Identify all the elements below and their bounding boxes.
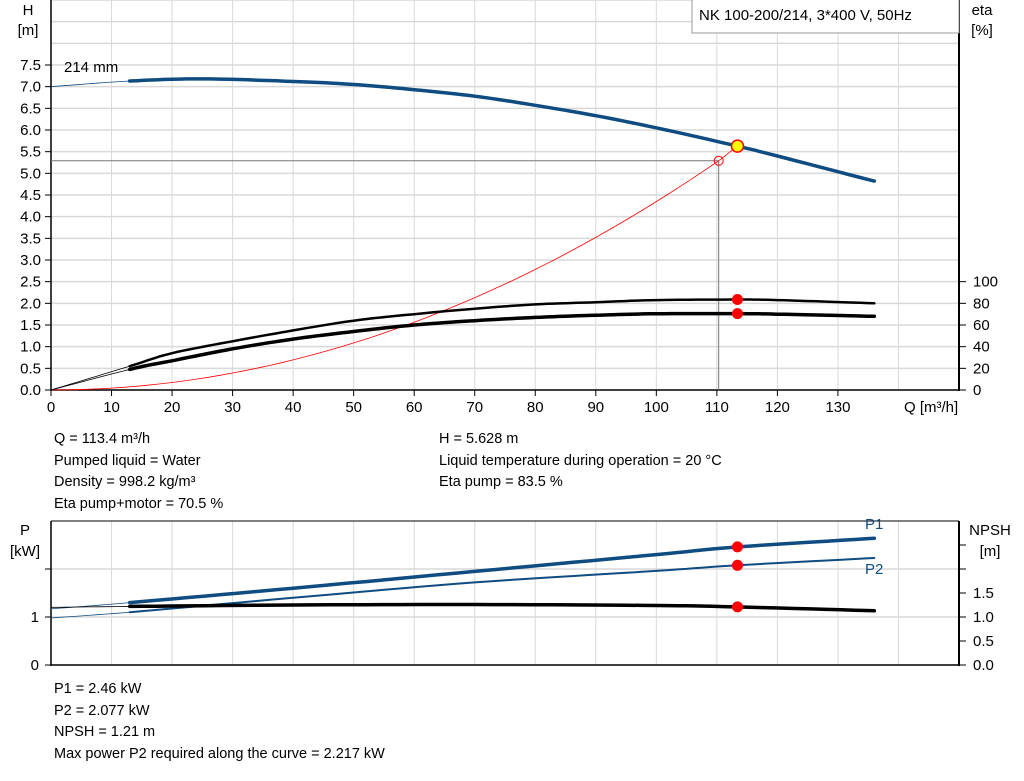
y-tick-label: 7.0 [20,79,41,96]
eta_pump_motor-curve-extrapolated [50,369,130,391]
y-right-tick-label: 0.0 [973,657,994,674]
x-tick-label: 30 [224,399,241,416]
x-tick-label: 10 [103,399,120,416]
info-p2: P2 = 2.077 kW [54,702,150,719]
info-head: H = 5.628 m [439,431,519,447]
y-axis-label: P [20,522,30,539]
x-tick-label: 100 [644,399,669,416]
H-curve [127,77,877,183]
duty-point-marker [730,139,745,153]
duty-info-right: H = 5.628 m Liquid temperature during op… [439,429,722,494]
y-tick-label: 6.0 [20,122,41,139]
y-right-tick-label: 100 [973,274,998,291]
y-tick-label: 1 [31,609,39,626]
y-axis-label: H [23,2,34,19]
y-tick-label: 2.0 [20,295,41,312]
y-axis-unit: [m] [18,22,39,39]
npsh-curve [127,602,877,613]
p1-curve-extrapolated [50,602,130,610]
y-tick-label: 3.0 [20,252,41,269]
eta_pump-curve [128,298,876,368]
y-right-axis-label: eta [972,2,994,19]
y-tick-label: 1.0 [20,339,41,356]
x-tick-label: 80 [527,399,544,416]
x-tick-label: 0 [47,399,55,416]
info-max-p2: Max power P2 required along the curve = … [54,745,385,762]
x-tick-label: 120 [765,399,790,416]
info-temperature: Liquid temperature during operation = 20… [439,452,722,469]
p2-series-label: P2 [865,561,883,578]
eta_pump-curve-extrapolated [50,365,130,391]
x-tick-label: 130 [825,399,850,416]
x-tick-label: 110 [705,399,729,416]
p1-curve [127,536,877,605]
p2-curve [128,557,876,614]
info-density: Density = 998.2 kg/m³ [54,474,196,490]
x-tick-label: 50 [345,399,362,416]
info-p1: P1 = 2.46 kW [54,681,142,697]
p2-duty-marker [731,559,743,571]
p1-duty-marker [731,541,743,553]
y-tick-label: 7.5 [20,57,41,74]
p2-curve-extrapolated [50,611,130,619]
y-right-tick-label: 80 [973,295,990,312]
x-tick-label: 90 [587,399,604,416]
requested-point-marker [713,155,724,166]
system-curve [50,160,719,391]
x-tick-label: 40 [285,399,302,416]
y-tick-label: 0 [31,657,39,674]
y-tick-label: 5.0 [20,165,41,182]
y-tick-label: 4.5 [20,187,41,204]
eta_pump_motor-curve [127,311,877,372]
y-tick-label: 3.5 [20,230,41,247]
info-liquid: Pumped liquid = Water [54,452,201,469]
info-eta-pump-motor: Eta pump+motor = 70.5 % [54,495,224,512]
y-tick-label: 6.5 [20,100,41,117]
x-tick-label: 60 [406,399,423,416]
eta-pump-marker [731,294,743,306]
y-tick-label: 5.5 [20,144,41,161]
y-tick-label: 2.5 [20,274,41,291]
y-axis-unit: [kW] [10,543,40,560]
info-eta-pump: Eta pump = 83.5 % [439,474,563,490]
y-tick-label: 1.5 [20,317,41,334]
y-right-tick-label: 1.5 [973,585,994,602]
y-right-tick-label: 60 [973,317,990,334]
y-right-axis-label: NPSH [969,522,1011,539]
power-info: P1 = 2.46 kW P2 = 2.077 kW NPSH = 1.21 m… [54,679,385,765]
y-tick-label: 4.0 [20,209,41,226]
title-box [691,0,960,34]
y-tick-label: 0.0 [20,382,41,399]
p1-series-label: P1 [865,516,883,533]
y-right-axis-unit: [m] [980,543,1001,560]
curve-label: 214 mm [64,59,118,76]
eta-pump-motor-marker [731,308,743,320]
y-right-tick-label: 1.0 [973,609,994,626]
npsh-duty-marker [731,601,743,613]
duty-info-left: Q = 113.4 m³/h Pumped liquid = Water Den… [54,429,223,515]
info-flow: Q = 113.4 m³/h [54,431,151,447]
y-tick-label: 0.5 [20,360,41,377]
y-right-tick-label: 0.5 [973,633,994,650]
y-right-tick-label: 40 [973,339,990,356]
chart-title: NK 100-200/214, 3*400 V, 50Hz [699,7,912,24]
y-right-axis-unit: [%] [971,22,993,39]
x-axis-label: Q [m³/h] [904,399,958,416]
H-curve-extrapolated [50,80,130,88]
info-npsh: NPSH = 1.21 m [54,724,156,740]
y-right-tick-label: 0 [973,382,981,399]
x-tick-label: 70 [466,399,483,416]
y-right-tick-label: 20 [973,360,990,377]
x-tick-label: 20 [164,399,181,416]
npsh-curve-extrapolated [50,606,130,608]
